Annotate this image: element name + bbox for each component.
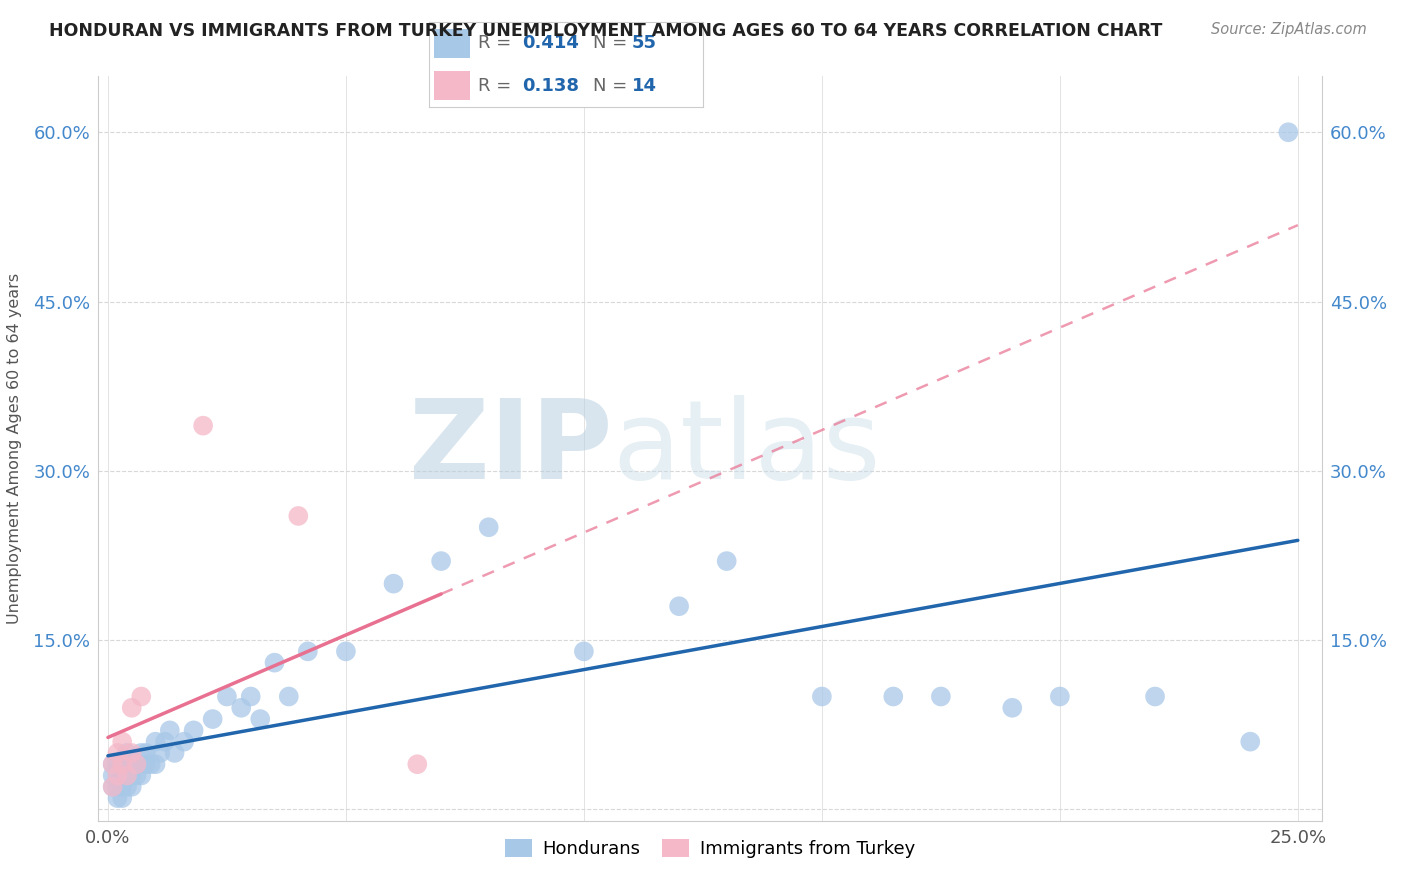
Bar: [434, 71, 470, 100]
Point: [145, 757, 167, 772]
Bar: [434, 29, 470, 58]
Point: [287, 508, 309, 523]
Point: [335, 644, 357, 658]
Point: [572, 644, 595, 658]
Point: [145, 734, 167, 748]
Point: [231, 700, 253, 714]
Point: [1001, 700, 1024, 714]
Point: [716, 554, 738, 568]
Text: 55: 55: [631, 35, 657, 53]
Text: ZIP: ZIP: [409, 395, 612, 501]
Text: 0.414: 0.414: [522, 35, 579, 53]
Point: [111, 768, 134, 782]
Text: N =: N =: [593, 77, 633, 95]
Point: [277, 690, 299, 704]
Point: [107, 768, 129, 782]
Point: [430, 554, 453, 568]
Text: Source: ZipAtlas.com: Source: ZipAtlas.com: [1211, 22, 1367, 37]
Point: [249, 712, 271, 726]
Point: [1049, 690, 1071, 704]
Text: HONDURAN VS IMMIGRANTS FROM TURKEY UNEMPLOYMENT AMONG AGES 60 TO 64 YEARS CORREL: HONDURAN VS IMMIGRANTS FROM TURKEY UNEMP…: [49, 22, 1163, 40]
Point: [111, 791, 134, 805]
Point: [201, 712, 224, 726]
Point: [263, 656, 285, 670]
Point: [121, 768, 143, 782]
Point: [163, 746, 186, 760]
Point: [173, 734, 195, 748]
Point: [135, 746, 157, 760]
Point: [115, 768, 138, 782]
Point: [811, 690, 834, 704]
Point: [125, 768, 148, 782]
Point: [149, 746, 172, 760]
Point: [121, 700, 143, 714]
Point: [297, 644, 319, 658]
Point: [101, 757, 124, 772]
Point: [129, 768, 152, 782]
Point: [115, 768, 138, 782]
Point: [107, 768, 129, 782]
Text: 14: 14: [631, 77, 657, 95]
Point: [159, 723, 181, 738]
Point: [111, 780, 134, 794]
Point: [406, 757, 429, 772]
Point: [478, 520, 501, 534]
Point: [101, 757, 124, 772]
Point: [101, 780, 124, 794]
Point: [107, 791, 129, 805]
Point: [215, 690, 238, 704]
Point: [111, 757, 134, 772]
Point: [111, 734, 134, 748]
Point: [139, 757, 162, 772]
Point: [107, 780, 129, 794]
Text: R =: R =: [478, 35, 517, 53]
Point: [101, 768, 124, 782]
Point: [1277, 125, 1299, 139]
Text: R =: R =: [478, 77, 517, 95]
Point: [153, 734, 176, 748]
Point: [183, 723, 205, 738]
Point: [125, 757, 148, 772]
Point: [1144, 690, 1167, 704]
Point: [115, 746, 138, 760]
Point: [121, 746, 143, 760]
Point: [135, 757, 157, 772]
Text: 0.138: 0.138: [522, 77, 579, 95]
Y-axis label: Unemployment Among Ages 60 to 64 years: Unemployment Among Ages 60 to 64 years: [7, 273, 22, 624]
Point: [101, 780, 124, 794]
Point: [121, 780, 143, 794]
Point: [129, 746, 152, 760]
Point: [191, 418, 214, 433]
Point: [929, 690, 952, 704]
Point: [107, 757, 129, 772]
Point: [668, 599, 690, 614]
Point: [125, 757, 148, 772]
Point: [1239, 734, 1261, 748]
Point: [115, 757, 138, 772]
Text: atlas: atlas: [612, 395, 880, 501]
Point: [121, 757, 143, 772]
Point: [129, 690, 152, 704]
Point: [107, 746, 129, 760]
Point: [382, 576, 405, 591]
Text: N =: N =: [593, 35, 633, 53]
Point: [115, 780, 138, 794]
Legend: Hondurans, Immigrants from Turkey: Hondurans, Immigrants from Turkey: [498, 832, 922, 865]
Point: [239, 690, 262, 704]
Point: [882, 690, 904, 704]
